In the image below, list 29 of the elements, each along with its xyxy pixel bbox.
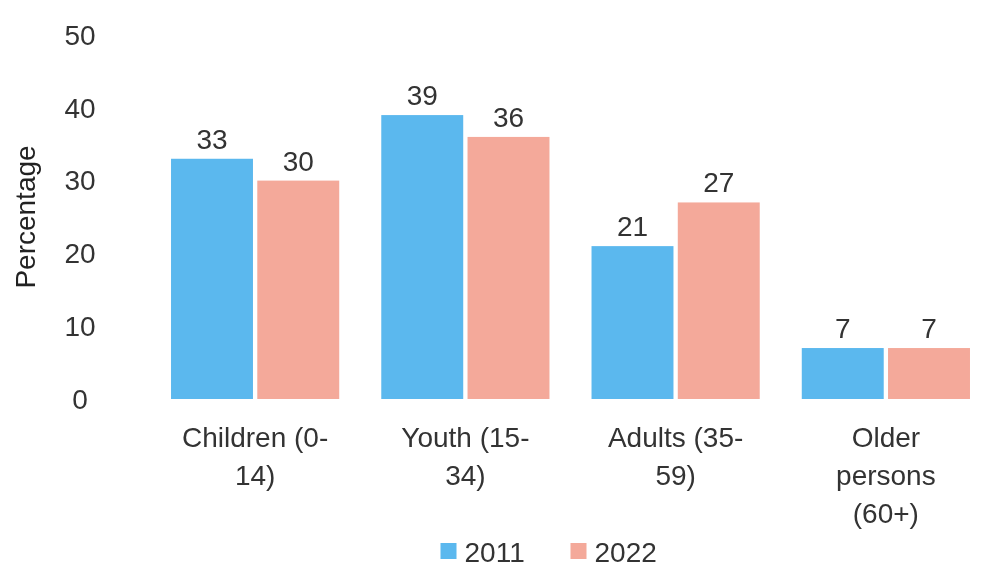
bar xyxy=(381,115,464,399)
data-label: 27 xyxy=(703,167,735,199)
data-label: 33 xyxy=(196,123,228,155)
x-tick-label: Adults (35-59) xyxy=(607,422,744,491)
y-tick-label: 10 xyxy=(64,311,96,342)
y-tick-label: 20 xyxy=(64,238,96,270)
x-tick-label: Older persons (60+) xyxy=(836,422,936,529)
y-axis-title: Percentage xyxy=(10,145,41,289)
x-tick-label: Youth (15-34) xyxy=(401,422,530,491)
data-label: 30 xyxy=(282,145,314,177)
data-label: 21 xyxy=(616,211,649,243)
bar xyxy=(801,348,884,399)
data-label: 36 xyxy=(492,101,525,133)
y-tick-label: 30 xyxy=(64,165,96,197)
data-label: 39 xyxy=(406,80,438,112)
data-label: 7 xyxy=(921,313,937,345)
y-tick-label: 0 xyxy=(72,383,88,415)
y-tick-label: 40 xyxy=(64,92,96,124)
bar xyxy=(888,348,970,399)
bar xyxy=(467,136,550,399)
y-tick-label: 50 xyxy=(64,19,96,51)
bar xyxy=(591,246,674,399)
legend-label: 2022 xyxy=(594,536,657,568)
bar xyxy=(677,202,760,399)
bar xyxy=(257,180,340,399)
legend-label: 2011 xyxy=(464,536,525,568)
data-label: 7 xyxy=(834,313,851,345)
x-tick-label: Children (0-14) xyxy=(181,422,329,491)
bar xyxy=(171,158,253,399)
